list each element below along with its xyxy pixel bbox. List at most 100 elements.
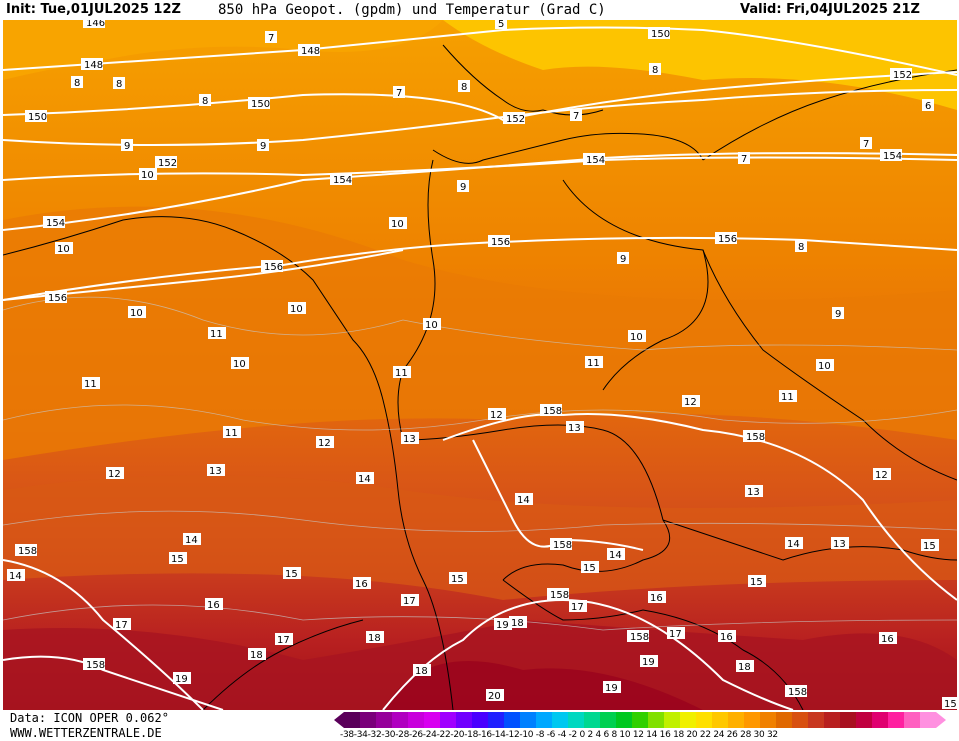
temp-label: 15 <box>921 539 939 552</box>
svg-text:158: 158 <box>788 687 807 698</box>
temp-label: 16 <box>648 591 666 604</box>
svg-text:158: 158 <box>18 546 37 557</box>
svg-text:11: 11 <box>210 329 223 340</box>
color-scale-ticks: -38-34-32-30-28-26-24-22-20-18-16-14-12-… <box>340 730 778 740</box>
colorbar-cell <box>648 712 664 728</box>
temp-label: 11 <box>82 377 100 390</box>
temp-label: 13 <box>745 485 763 498</box>
site-url[interactable]: WWW.WETTERZENTRALE.DE <box>10 726 162 740</box>
svg-text:19: 19 <box>642 657 655 668</box>
colorbar-cell <box>872 712 888 728</box>
svg-text:158: 158 <box>746 432 765 443</box>
colorbar-cell <box>792 712 808 728</box>
svg-text:11: 11 <box>84 379 97 390</box>
temp-label: 20 <box>486 689 504 702</box>
geopot-label: 152 <box>890 68 912 81</box>
svg-text:16: 16 <box>355 579 368 590</box>
temp-label: 15 <box>942 697 957 710</box>
svg-text:15: 15 <box>451 574 464 585</box>
temp-label: 11 <box>223 426 241 439</box>
geopot-label: 152 <box>155 156 177 169</box>
svg-text:18: 18 <box>368 633 381 644</box>
temp-label: 18 <box>509 616 527 629</box>
svg-text:152: 152 <box>893 70 912 81</box>
country-borders <box>3 44 957 710</box>
svg-text:156: 156 <box>48 293 67 304</box>
svg-text:15: 15 <box>171 554 184 565</box>
svg-text:16: 16 <box>650 593 663 604</box>
temp-label: 10 <box>128 306 146 319</box>
svg-text:10: 10 <box>391 219 404 230</box>
svg-text:10: 10 <box>57 244 70 255</box>
svg-text:158: 158 <box>550 590 569 601</box>
svg-text:18: 18 <box>511 618 524 629</box>
temp-label: 11 <box>779 390 797 403</box>
zone-top-left <box>3 20 443 80</box>
temp-label: 16 <box>205 598 223 611</box>
temp-label: 8 <box>113 77 125 90</box>
temp-label: 19 <box>640 655 658 668</box>
svg-text:14: 14 <box>609 550 622 561</box>
svg-text:11: 11 <box>781 392 794 403</box>
svg-text:154: 154 <box>586 155 605 166</box>
svg-text:8: 8 <box>798 242 804 253</box>
svg-text:156: 156 <box>491 237 510 248</box>
svg-text:158: 158 <box>543 406 562 417</box>
temp-label: 12 <box>682 395 700 408</box>
map-header: Init: Tue,01JUL2025 12Z 850 hPa Geopot. … <box>0 0 959 20</box>
svg-text:12: 12 <box>108 469 121 480</box>
colorbar-cell <box>680 712 696 728</box>
temp-label: 14 <box>515 493 533 506</box>
temperature-label-group: 6 7 7 7 7 7 8 8 8 8 8 8 9 9 9 9 9 10 10 … <box>7 31 957 710</box>
temp-label: 13 <box>831 537 849 550</box>
svg-text:12: 12 <box>490 410 503 421</box>
geopot-label: 152 <box>503 112 525 125</box>
svg-text:10: 10 <box>630 332 643 343</box>
geopotential-label-group: 146 148 148 150 150 150 152 152 152 154 … <box>15 20 912 698</box>
isotherms <box>3 296 957 631</box>
svg-text:156: 156 <box>718 234 737 245</box>
temp-label: 7 <box>393 86 405 99</box>
init-time: Init: Tue,01JUL2025 12Z <box>6 2 181 17</box>
geopot-label: 158 <box>83 658 105 671</box>
colorbar-cell <box>920 712 936 728</box>
colorbar-cell <box>808 712 824 728</box>
svg-text:14: 14 <box>185 535 198 546</box>
svg-text:8: 8 <box>461 82 467 93</box>
svg-text:17: 17 <box>403 596 416 607</box>
svg-text:5: 5 <box>498 20 504 30</box>
temp-label: 10 <box>139 168 157 181</box>
geopot-label: 154 <box>583 153 605 166</box>
svg-text:13: 13 <box>209 466 222 477</box>
svg-text:12: 12 <box>318 438 331 449</box>
svg-text:158: 158 <box>630 632 649 643</box>
svg-text:10: 10 <box>290 304 303 315</box>
temp-label: 14 <box>7 569 25 582</box>
geopot-label: 156 <box>45 291 67 304</box>
temp-label: 7 <box>570 109 582 122</box>
colorbar-cell <box>408 712 424 728</box>
svg-text:7: 7 <box>863 139 869 150</box>
temp-label: 12 <box>488 408 506 421</box>
colorbar-cell <box>760 712 776 728</box>
svg-text:9: 9 <box>260 141 266 152</box>
svg-text:15: 15 <box>285 569 298 580</box>
geopot-label: 156 <box>488 235 510 248</box>
temp-label: 10 <box>55 242 73 255</box>
svg-text:152: 152 <box>158 158 177 169</box>
colorbar-cell <box>728 712 744 728</box>
svg-text:154: 154 <box>883 151 902 162</box>
svg-text:13: 13 <box>403 434 416 445</box>
colorbar-cell <box>632 712 648 728</box>
svg-text:19: 19 <box>496 620 509 631</box>
svg-text:158: 158 <box>553 540 572 551</box>
colorbar-arrow-left <box>334 712 344 728</box>
temp-label: 8 <box>458 80 470 93</box>
temp-label: 10 <box>389 217 407 230</box>
valid-time: Valid: Fri,04JUL2025 21Z <box>740 2 920 17</box>
colorbar-cell <box>840 712 856 728</box>
svg-text:8: 8 <box>116 79 122 90</box>
temp-label: 13 <box>566 421 584 434</box>
svg-text:11: 11 <box>225 428 238 439</box>
temp-label: 8 <box>795 240 807 253</box>
